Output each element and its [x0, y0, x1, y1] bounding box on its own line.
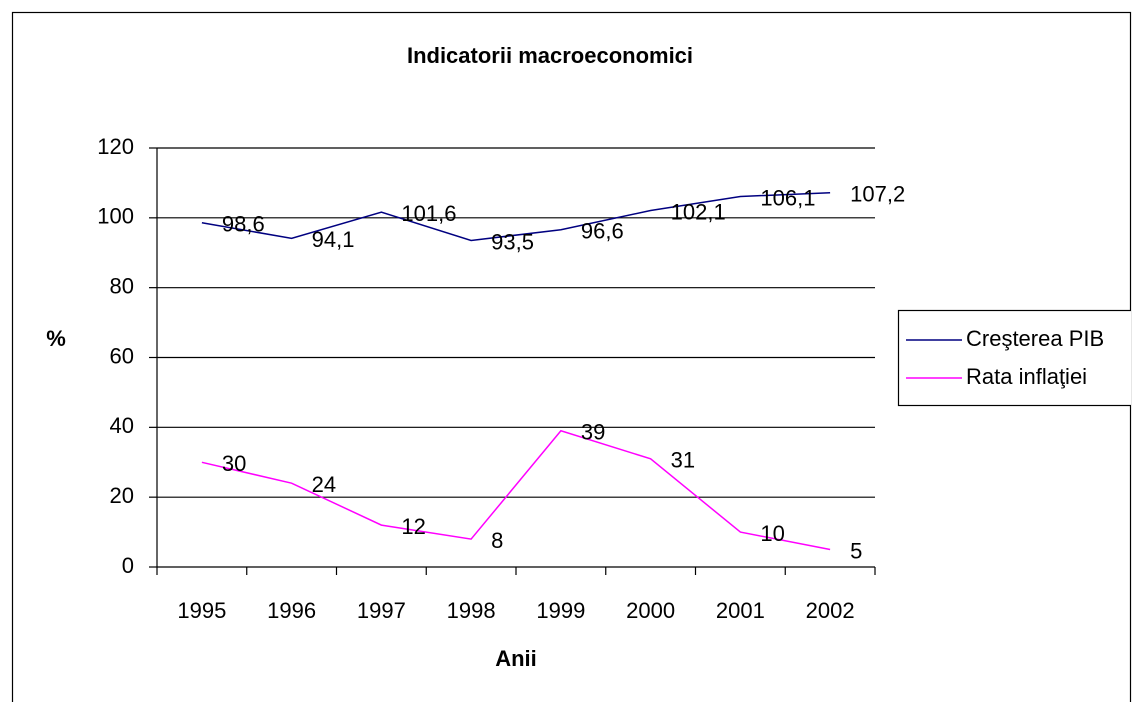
- x-tick-label: 1997: [357, 598, 406, 623]
- chart-title: Indicatorii macroeconomici: [407, 43, 693, 68]
- data-label: 98,6: [222, 212, 265, 237]
- x-tick-label: 2000: [626, 598, 675, 623]
- x-tick-label: 2002: [806, 598, 855, 623]
- y-tick-label: 120: [97, 134, 134, 159]
- x-tick-label: 2001: [716, 598, 765, 623]
- legend: Creşterea PIB Rata inflaţiei: [897, 309, 1131, 407]
- x-tick-label: 1996: [267, 598, 316, 623]
- data-label: 102,1: [671, 199, 726, 224]
- data-label: 8: [491, 528, 503, 553]
- data-label: 31: [671, 448, 695, 473]
- y-tick-label: 40: [110, 413, 134, 438]
- data-label: 93,5: [491, 229, 534, 254]
- y-axis-label: %: [46, 326, 66, 351]
- x-tick-label: 1995: [177, 598, 226, 623]
- legend-label: Creşterea PIB: [966, 326, 1104, 351]
- data-label: 39: [581, 420, 605, 445]
- y-tick-label: 60: [110, 343, 134, 368]
- y-tick-label: 20: [110, 483, 134, 508]
- legend-label: Rata inflaţiei: [966, 364, 1087, 389]
- data-label: 30: [222, 451, 246, 476]
- series-line: [201, 191, 831, 242]
- data-label: 5: [850, 538, 862, 563]
- data-label: 106,1: [760, 185, 815, 210]
- data-label: 96,6: [581, 219, 624, 244]
- data-label: 101,6: [401, 201, 456, 226]
- y-tick-label: 80: [110, 273, 134, 298]
- x-tick-label: 1998: [447, 598, 496, 623]
- x-axis-label: Anii: [495, 646, 537, 671]
- legend-box: [897, 309, 1131, 407]
- data-label: 24: [312, 472, 336, 497]
- data-label: 10: [760, 521, 784, 546]
- y-tick-label: 0: [122, 553, 134, 578]
- series-line: [201, 429, 831, 551]
- data-label: 94,1: [312, 227, 355, 252]
- x-tick-label: 1999: [536, 598, 585, 623]
- data-label: 107,2: [850, 182, 905, 207]
- data-label: 12: [401, 514, 425, 539]
- y-tick-label: 100: [97, 204, 134, 229]
